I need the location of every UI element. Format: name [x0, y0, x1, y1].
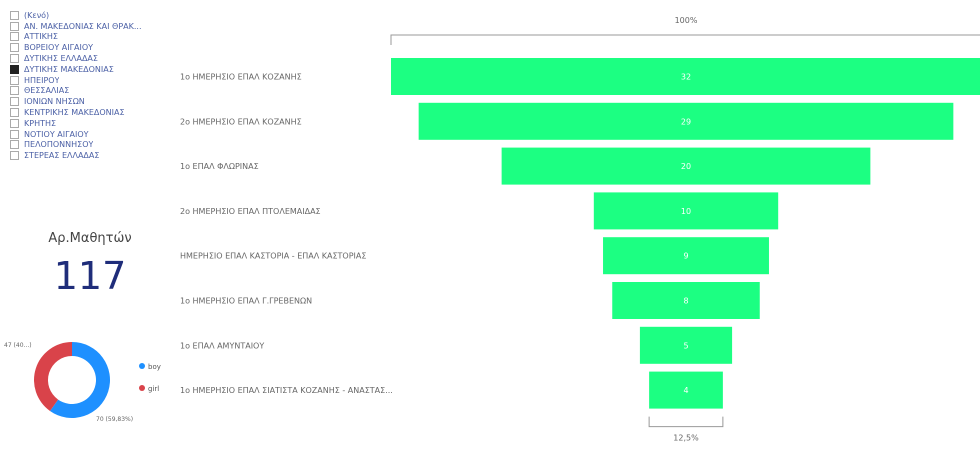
funnel-bar[interactable] [603, 237, 769, 275]
funnel-bar-value-label: 4 [683, 386, 688, 395]
slicer-checkbox[interactable] [10, 54, 19, 64]
funnel-bar-value-label: 8 [683, 297, 688, 306]
funnel-top-percent-label: 100% [675, 16, 698, 25]
slicer-item[interactable]: ΚΕΝΤΡΙΚΗΣ ΜΑΚΕΔΟΝΙΑΣ [10, 107, 175, 118]
slicer-item[interactable]: ΒΟΡΕΙΟΥ ΑΙΓΑΙΟΥ [10, 42, 175, 53]
funnel-bar[interactable] [612, 282, 760, 319]
donut-slice-boy[interactable] [49, 342, 111, 418]
funnel-bar-value-label: 32 [681, 73, 691, 82]
funnel-bar[interactable] [418, 102, 954, 140]
funnel-category-label: 1o ΕΠΑΛ ΦΛΩΡΙΝΑΣ [180, 162, 259, 171]
slicer-item[interactable]: ΚΡΗΤΗΣ [10, 118, 175, 129]
funnel-bar-value-label: 10 [681, 207, 691, 216]
slicer-checkbox[interactable] [10, 151, 19, 161]
slicer-checkbox[interactable] [10, 64, 19, 74]
student-count-title: Αρ.Μαθητών [48, 231, 132, 246]
slicer-item[interactable]: ΔΥΤΙΚΗΣ ΕΛΛΑΔΑΣ [10, 53, 175, 64]
slicer-checkbox[interactable] [10, 21, 19, 31]
slicer-item[interactable]: ΙΟΝΙΩΝ ΝΗΣΩΝ [10, 96, 175, 107]
legend-marker [139, 363, 145, 369]
slicer-item[interactable]: ΔΥΤΙΚΗΣ ΜΑΚΕΔΟΝΙΑΣ [10, 64, 175, 75]
legend-marker [139, 385, 145, 391]
funnel-bar[interactable] [501, 147, 871, 185]
slicer-checkbox[interactable] [10, 108, 19, 118]
slicer-checkbox[interactable] [10, 118, 19, 128]
slicer-item[interactable]: (Κενό) [10, 10, 175, 21]
slicer-item[interactable]: ΘΕΣΣΑΛΙΑΣ [10, 86, 175, 97]
funnel-bar-value-label: 20 [681, 162, 691, 171]
funnel-bar-value-label: 9 [683, 252, 688, 261]
funnel-top-bracket [390, 34, 980, 45]
region-slicer[interactable]: (Κενό) ΑΝ. ΜΑΚΕΔΟΝΙΑΣ ΚΑΙ ΘΡΑΚ... ΑΤΤΙΚΗΣ Β… [10, 10, 175, 161]
slicer-checkbox[interactable] [10, 32, 19, 42]
student-count-value: 117 [53, 254, 127, 298]
funnel-bottom-bracket [648, 416, 724, 428]
legend-label: boy [148, 363, 161, 371]
slicer-item[interactable]: ΣΤΕΡΕΑΣ ΕΛΛΑΔΑΣ [10, 150, 175, 161]
funnel-category-label: 1o ΕΠΑΛ ΑΜΥΝΤΑΙΟΥ [180, 341, 264, 350]
slicer-checkbox[interactable] [10, 43, 19, 53]
donut-data-label: 70 (59,83%) [96, 416, 133, 423]
donut-slice-girl[interactable] [34, 342, 72, 411]
slicer-checkbox[interactable] [10, 129, 19, 139]
funnel-bar[interactable] [593, 192, 779, 230]
slicer-item[interactable]: ΑΝ. ΜΑΚΕΔΟΝΙΑΣ ΚΑΙ ΘΡΑΚ... [10, 21, 175, 32]
slicer-checkbox[interactable] [10, 86, 19, 96]
slicer-item[interactable]: ΑΤΤΙΚΗΣ [10, 32, 175, 43]
donut-data-label: 47 (40...) [4, 342, 32, 349]
funnel-category-label: ΗΜΕΡΗΣΙΟ ΕΠΑΛ ΚΑΣΤΟΡΙΑ - ΕΠΑΛ ΚΑΣΤΟΡΙΑΣ [180, 252, 366, 261]
slicer-checkbox[interactable] [10, 10, 19, 20]
funnel-category-label: 2o ΗΜΕΡΗΣΙΟ ΕΠΑΛ ΚΟΖΑΝΗΣ [180, 117, 302, 126]
slicer-item[interactable]: ΗΠΕΙΡΟΥ [10, 75, 175, 86]
funnel-bottom-percent-label: 12,5% [673, 434, 699, 443]
funnel-category-label: 2o ΗΜΕΡΗΣΙΟ ΕΠΑΛ ΠΤΟΛΕΜΑΙΔΑΣ [180, 207, 321, 216]
funnel-bar[interactable] [391, 58, 980, 95]
slicer-checkbox[interactable] [10, 97, 19, 107]
funnel-category-label: 1o ΗΜΕΡΗΣΙΟ ΕΠΑΛ ΣΙΑΤΙΣΤΑ ΚΟΖΑΝΗΣ - ΑΝΑΣ… [180, 386, 393, 395]
funnel-category-label: 1o ΗΜΕΡΗΣΙΟ ΕΠΑΛ ΚΟΖΑΝΗΣ [180, 73, 302, 82]
slicer-item[interactable]: ΝΟΤΙΟΥ ΑΙΓΑΙΟΥ [10, 129, 175, 140]
slicer-item[interactable]: ΠΕΛΟΠΟΝΝΗΣΟΥ [10, 140, 175, 151]
slicer-checkbox[interactable] [10, 75, 19, 85]
legend-label: girl [148, 385, 159, 393]
funnel-bar-value-label: 29 [681, 117, 691, 126]
slicer-checkbox[interactable] [10, 140, 19, 150]
funnel-bar[interactable] [639, 326, 733, 364]
gender-donut-chart: 47 (40...) 70 (59,83%) boy girl [4, 342, 161, 423]
funnel-bar[interactable] [649, 371, 723, 409]
funnel-bar-value-label: 5 [683, 341, 688, 350]
funnel-category-label: 1o ΗΜΕΡΗΣΙΟ ΕΠΑΛ Γ.ΓΡΕΒΕΝΩΝ [180, 297, 312, 306]
